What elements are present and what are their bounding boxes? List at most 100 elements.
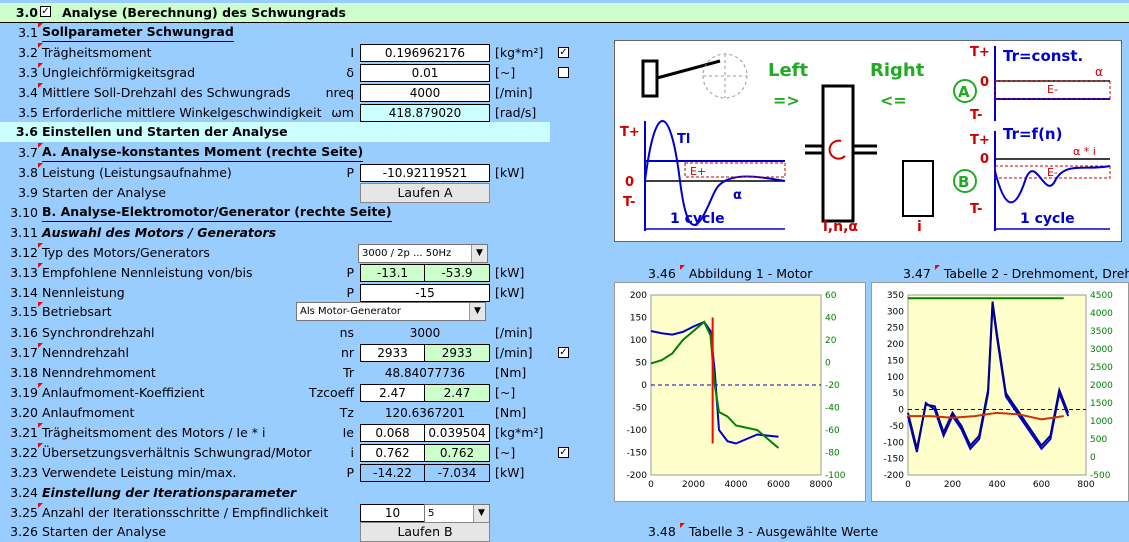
field-label: Verwendete Leistung min/max. xyxy=(42,465,237,480)
iteration-steps-field[interactable]: 10 xyxy=(360,504,425,522)
lna-label: l,n,α xyxy=(823,219,858,235)
row-number: 3.11 xyxy=(10,225,38,240)
zero-label-b: 0 xyxy=(980,152,989,167)
caption-3-47: 3.47 Tabelle 2 - Drehmoment, Drehzahl xyxy=(903,264,1129,284)
motor-inertia-field[interactable]: 0.068 xyxy=(360,424,425,442)
unit: [/min] xyxy=(495,345,533,360)
y-tick-label: -200 xyxy=(884,471,905,481)
y2-tick-label: -40 xyxy=(825,404,840,414)
starting-coeff-field[interactable]: 2.47 xyxy=(360,384,425,402)
sensitivity-select[interactable]: 5 ▼ xyxy=(424,504,490,523)
y-tick-label: -150 xyxy=(884,455,905,465)
irregularity-field[interactable]: 0.01 xyxy=(360,64,490,82)
checkbox-3-3[interactable] xyxy=(558,67,569,78)
right-arrow: <= xyxy=(880,91,907,110)
y-tick-label: 50 xyxy=(893,389,905,399)
unit: [kW] xyxy=(495,285,525,300)
symbol: ωm xyxy=(331,105,354,120)
field-label: Trägheitsmoment des Motors / Ie * i xyxy=(42,425,266,440)
row-3-22: 3.22 Übersetzungsverhältnis Schwungrad/M… xyxy=(0,443,600,463)
select-value: Als Motor-Generator xyxy=(300,306,402,317)
tplus-label: T+ xyxy=(620,125,640,140)
comment-marker xyxy=(38,503,43,508)
run-a-button[interactable]: Laufen A xyxy=(360,183,490,203)
y2-tick-label: -60 xyxy=(825,426,840,436)
unit: [kW] xyxy=(495,465,525,480)
row-number: 3.4 xyxy=(18,85,38,100)
unit: [kg*m²] xyxy=(495,45,544,60)
motor-type-select[interactable]: 3000 / 2p ... 50Hz ▼ xyxy=(358,244,488,263)
power-field[interactable]: -10.92119521 xyxy=(360,164,490,182)
row-number: 3.22 xyxy=(10,445,38,460)
x-tick-label: 0 xyxy=(648,480,654,490)
speed-field[interactable]: 4000 xyxy=(360,84,490,102)
row-number: 3.12 xyxy=(10,245,38,260)
operating-mode-select[interactable]: Als Motor-Generator ▼ xyxy=(296,302,486,321)
y-tick-label: 50 xyxy=(636,359,648,369)
rated-speed-field[interactable]: 2933 xyxy=(360,344,425,362)
y-tick-label: 100 xyxy=(630,336,647,346)
moment-of-inertia-field[interactable]: 0.196962176 xyxy=(360,44,490,62)
rated-torque-value: 48.84077736 xyxy=(360,364,490,382)
field-label: Starten der Analyse xyxy=(42,524,167,539)
y-tick-label: 250 xyxy=(887,324,904,334)
symbol: P xyxy=(346,285,354,300)
row-number: 3.18 xyxy=(10,365,38,380)
comment-marker xyxy=(38,423,43,428)
y2-tick-label: 20 xyxy=(825,336,837,346)
chevron-down-icon[interactable]: ▼ xyxy=(473,505,489,522)
y-tick-label: -100 xyxy=(884,438,905,448)
caption-number: 3.48 xyxy=(648,524,676,539)
caption-text: Abbildung 1 - Motor xyxy=(688,266,813,281)
power-max-value: -7.034 xyxy=(424,464,490,482)
left-arrow: => xyxy=(773,91,800,110)
unit: [~] xyxy=(495,445,516,460)
y2-tick-label: 4500 xyxy=(1090,291,1113,301)
checkbox-3-17[interactable]: ✓ xyxy=(558,347,569,358)
left-label: Left xyxy=(768,60,809,81)
checkbox-3-22[interactable]: ✓ xyxy=(558,447,569,458)
row-3-2: 3.2 Trägheitsmoment I 0.196962176 [kg*m²… xyxy=(0,43,600,63)
row-number: 3.2 xyxy=(18,45,38,60)
symbol: Tz xyxy=(339,405,354,420)
section-heading: Einstellung der Iterationsparameter xyxy=(42,485,297,500)
symbol: nreq xyxy=(325,85,354,100)
title-checkbox[interactable]: ✓ xyxy=(40,6,51,17)
row-number: 3.3 xyxy=(18,65,38,80)
y2-tick-label: 500 xyxy=(1090,435,1107,445)
unit: [kW] xyxy=(495,265,525,280)
comment-marker xyxy=(38,163,43,168)
row-number: 3.16 xyxy=(10,325,38,340)
row-number: 3.14 xyxy=(10,285,38,300)
field-label: Anlaufmoment-Koeffizient xyxy=(42,385,205,400)
tr-fn-label: Tr=f(n) xyxy=(1003,125,1062,143)
gear-ratio-field[interactable]: 0.762 xyxy=(360,444,425,462)
series-line xyxy=(908,411,1064,421)
y2-tick-label: 0 xyxy=(825,359,831,369)
starting-torque-value: 120.6367201 xyxy=(360,404,490,422)
comment-marker xyxy=(38,63,43,68)
checkbox-3-2[interactable]: ✓ xyxy=(558,47,569,58)
caption-text: Tabelle 2 - Drehmoment, Drehzahl xyxy=(943,266,1129,281)
comment-marker xyxy=(38,83,43,88)
field-label: Anzahl der Iterationsschritte / Empfindl… xyxy=(42,505,329,520)
row-number: 3.6 xyxy=(15,124,38,139)
y-tick-label: 200 xyxy=(887,340,904,350)
power-min-value: -14.22 xyxy=(360,464,425,482)
x-tick-label: 4000 xyxy=(725,480,748,490)
power-from-value: -13.1 xyxy=(360,264,425,282)
row-number: 3.23 xyxy=(10,465,38,480)
i-label: i xyxy=(917,219,922,235)
field-label: Anlaufmoment xyxy=(42,405,135,420)
chevron-down-icon[interactable]: ▼ xyxy=(471,245,487,262)
run-b-button[interactable]: Laufen B xyxy=(360,522,490,542)
field-label: Nenndrehzahl xyxy=(42,345,129,360)
starting-coeff-suggested: 2.47 xyxy=(424,384,490,402)
chevron-down-icon[interactable]: ▼ xyxy=(469,303,485,320)
symbol: nr xyxy=(340,345,354,360)
rated-power-field[interactable]: -15 xyxy=(360,284,490,302)
y2-tick-label: 0 xyxy=(1090,453,1096,463)
row-number: 3.0 xyxy=(15,5,38,20)
caption-3-48: 3.48 Tabelle 3 - Ausgewählte Werte xyxy=(648,522,878,542)
y-tick-label: 300 xyxy=(887,307,904,317)
